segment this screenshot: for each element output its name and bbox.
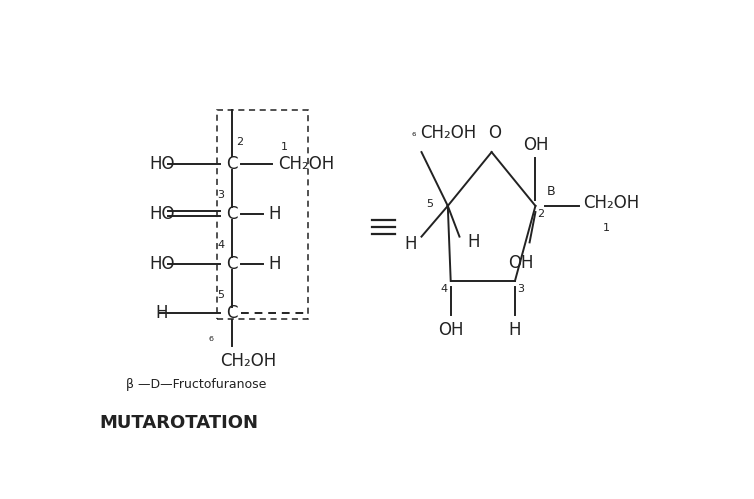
Text: OH: OH bbox=[438, 321, 464, 339]
Text: 5: 5 bbox=[217, 290, 224, 300]
Text: 1: 1 bbox=[602, 223, 610, 233]
Text: H: H bbox=[155, 304, 167, 322]
Text: B: B bbox=[547, 185, 556, 198]
Text: 4: 4 bbox=[217, 240, 224, 250]
Text: C: C bbox=[225, 155, 238, 173]
Text: HO: HO bbox=[150, 205, 175, 223]
Text: C: C bbox=[225, 304, 238, 322]
Bar bbox=[217, 110, 308, 319]
Text: 2: 2 bbox=[236, 138, 243, 148]
Text: CH₂OH: CH₂OH bbox=[420, 124, 477, 143]
Text: ⁶: ⁶ bbox=[411, 133, 415, 143]
Text: 3: 3 bbox=[516, 284, 524, 294]
Text: 4: 4 bbox=[440, 284, 447, 294]
Text: OH: OH bbox=[508, 254, 534, 272]
Text: OH: OH bbox=[523, 136, 548, 154]
Text: C: C bbox=[225, 254, 238, 272]
Text: MUTAROTATION: MUTAROTATION bbox=[100, 414, 259, 432]
Text: O: O bbox=[488, 124, 501, 143]
Text: CH₂OH: CH₂OH bbox=[278, 155, 335, 173]
Text: H: H bbox=[268, 205, 281, 223]
Text: HO: HO bbox=[150, 254, 175, 272]
Text: HO: HO bbox=[150, 155, 175, 173]
Text: H: H bbox=[509, 321, 521, 339]
Text: H: H bbox=[467, 234, 480, 251]
Text: 3: 3 bbox=[217, 190, 224, 200]
Text: H: H bbox=[405, 236, 417, 253]
Text: CH₂OH: CH₂OH bbox=[584, 194, 639, 212]
Text: β —D—Fructofuranose: β —D—Fructofuranose bbox=[127, 378, 267, 391]
Text: ⁶: ⁶ bbox=[208, 335, 213, 348]
Text: 5: 5 bbox=[426, 199, 433, 209]
Text: CH₂OH: CH₂OH bbox=[220, 352, 276, 370]
Text: C: C bbox=[225, 205, 238, 223]
Text: H: H bbox=[268, 254, 281, 272]
Text: 1: 1 bbox=[281, 142, 288, 152]
Text: 2: 2 bbox=[537, 209, 544, 219]
